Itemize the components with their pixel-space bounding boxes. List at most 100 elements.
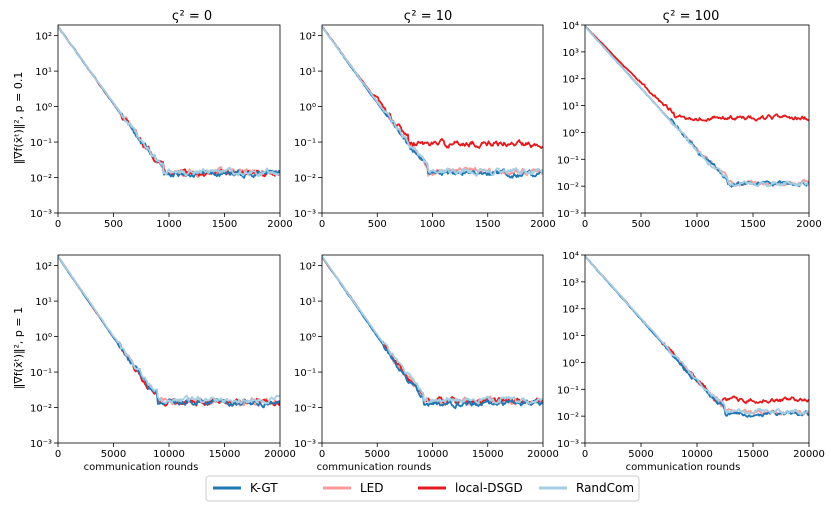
x-tick-label: 15000 [472,449,504,460]
panel-0-2: 0 500 1000 1500 2000 10⁻³ 10⁻² 10⁻¹ 10⁰ 10¹ 10² 10³… [557,21,822,230]
series-k-gt-line [322,26,543,179]
y-tick-label: 10⁻³ [294,439,316,450]
column-title-1: ς² = 10 [404,9,453,24]
y-tick-label: 10⁰ [562,358,579,369]
y-tick-label: 10⁻³ [30,439,52,450]
series-k-gt-line [585,255,809,418]
y-tick-label: 10⁻² [30,404,52,415]
column-title-0: ς² = 0 [172,9,212,24]
y-tick-label: 10⁴ [562,21,579,32]
y-tick-label: 10⁻² [30,174,52,185]
x-tick-label: 10000 [681,449,713,460]
y-tick-label: 10⁻¹ [30,138,52,149]
series-led-line [585,25,809,187]
x-tick-label: 500 [368,219,387,230]
x-tick-label: 15000 [737,449,769,460]
y-tick-label: 10⁰ [562,128,579,139]
y-tick-label: 10³ [562,48,579,59]
x-tick-label: 5000 [365,449,390,460]
x-tick-label: 5000 [628,449,653,460]
x-tick-label: 1500 [212,219,237,230]
xlabel-col-1: communication rounds [317,462,432,473]
x-tick-label: 0 [319,219,325,230]
series-local-dsgd-line [322,255,543,406]
x-tick-label: 0 [582,219,588,230]
panel-frame [57,24,281,214]
x-tick-label: 500 [631,219,650,230]
series-randcom-line [585,255,809,416]
y-tick-label: 10⁰ [35,103,52,114]
y-tick-label: 10¹ [562,332,579,343]
x-tick-label: 20000 [527,449,559,460]
x-tick-label: 15000 [209,449,241,460]
y-tick-label: 10² [562,305,579,316]
column-title-2: ς² = 100 [663,9,720,24]
y-tick-label: 10⁻² [294,404,316,415]
series-local-dsgd-line [585,25,809,122]
series-randcom-line [585,25,809,188]
y-tick-label: 10¹ [35,67,52,78]
y-tick-label: 10⁰ [299,333,316,344]
y-tick-label: 10² [35,262,52,273]
xlabel-col-2: communication rounds [626,462,741,473]
panel-0-0: 0 500 1000 1500 2000 10⁻³ 10⁻² 10⁻¹ 10⁰ 10¹ 10² [30,24,293,230]
y-tick-label: 10⁻³ [557,439,579,450]
x-tick-label: 20000 [264,449,296,460]
panel-frame [321,254,544,444]
y-tick-label: 10⁻¹ [294,138,316,149]
row-0-ylabel: ‖∇f(x̄ᵗ)‖², p = 0.1 [12,72,25,165]
x-tick-label: 0 [319,449,325,460]
series-led-line [322,255,543,406]
y-tick-label: 10⁰ [299,103,316,114]
series-k-gt-line [322,255,543,410]
series-led-line [585,255,809,416]
x-tick-label: 500 [104,219,123,230]
series-k-gt-line [585,25,809,188]
legend: K-GT LED local-DSGD RandCom [205,475,640,502]
series-led-line [322,25,543,177]
series-randcom-line [58,255,280,405]
y-tick-label: 10⁻² [557,182,579,193]
y-tick-label: 10¹ [299,67,316,78]
legend-label-k-gt: K-GT [250,481,278,495]
x-tick-label: 1000 [156,219,181,230]
y-tick-label: 10⁻¹ [30,368,52,379]
y-tick-label: 10¹ [299,297,316,308]
series-k-gt-line [58,25,280,179]
series-randcom-line [322,25,543,177]
panel-1-0: 0 5000 10000 15000 20000 10⁻³ 10⁻² 10⁻¹ 10⁰ 10¹ 10… [30,254,296,460]
y-tick-label: 10¹ [562,102,579,113]
y-tick-label: 10⁰ [35,333,52,344]
panel-0-1: 0 500 1000 1500 2000 10⁻³ 10⁻² 10⁻¹ 10⁰ 10¹ 10² [294,24,556,230]
legend-label-randcom: RandCom [576,481,634,495]
y-tick-label: 10² [35,32,52,43]
panel-frame [321,24,544,214]
x-tick-label: 1000 [684,219,709,230]
row-1-ylabel: ‖∇f(x̄ᵗ)‖², p = 1 [12,307,25,389]
panel-1-1: 0 5000 10000 15000 20000 10⁻³ 10⁻² 10⁻¹ 10⁰ 10¹ 10… [294,254,559,460]
y-tick-label: 10⁻³ [557,209,579,220]
y-tick-label: 10⁻³ [294,209,316,220]
y-tick-label: 10⁻³ [30,209,52,220]
panel-1-2: 0 5000 10000 15000 20000 10⁻³ 10⁻² 10⁻¹ 10⁰ 10¹ 10… [557,251,825,460]
y-tick-label: 10² [299,262,316,273]
series-randcom-line [58,25,280,178]
series-local-dsgd-line [58,255,280,407]
legend-label-local-dsgd: local-DSGD [455,481,523,495]
y-tick-label: 10⁻² [294,174,316,185]
x-tick-label: 10000 [417,449,449,460]
y-tick-label: 10² [299,32,316,43]
series-randcom-line [322,255,543,405]
series-local-dsgd-line [322,25,543,149]
x-tick-label: 2000 [796,219,821,230]
x-tick-label: 2000 [267,219,292,230]
panel-frame [57,254,281,444]
x-tick-label: 0 [55,449,61,460]
legend-label-led: LED [360,481,384,495]
y-tick-label: 10⁻² [557,412,579,423]
x-tick-label: 5000 [101,449,126,460]
y-tick-label: 10⁻¹ [557,155,579,166]
y-tick-label: 10⁻¹ [557,385,579,396]
y-tick-label: 10² [562,75,579,86]
